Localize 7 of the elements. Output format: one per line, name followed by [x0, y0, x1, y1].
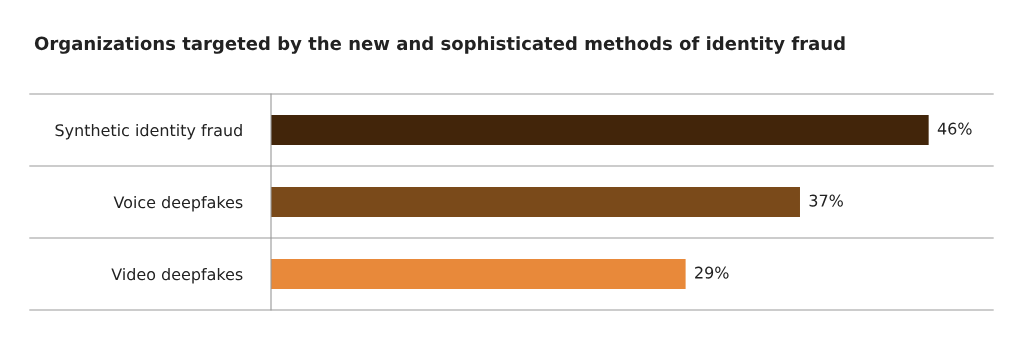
data-label: 46% [937, 122, 972, 135]
data-label: 37% [809, 194, 843, 207]
y-tick-label: Voice deepfakes [113, 195, 243, 212]
y-tick-label: Video deepfakes [111, 267, 243, 284]
chart-title: Organizations targeted by the new and sophisticated methods of identity fraud [34, 36, 845, 54]
y-tick-label: Synthetic identity fraud [55, 123, 242, 140]
data-label: 29% [695, 266, 729, 279]
